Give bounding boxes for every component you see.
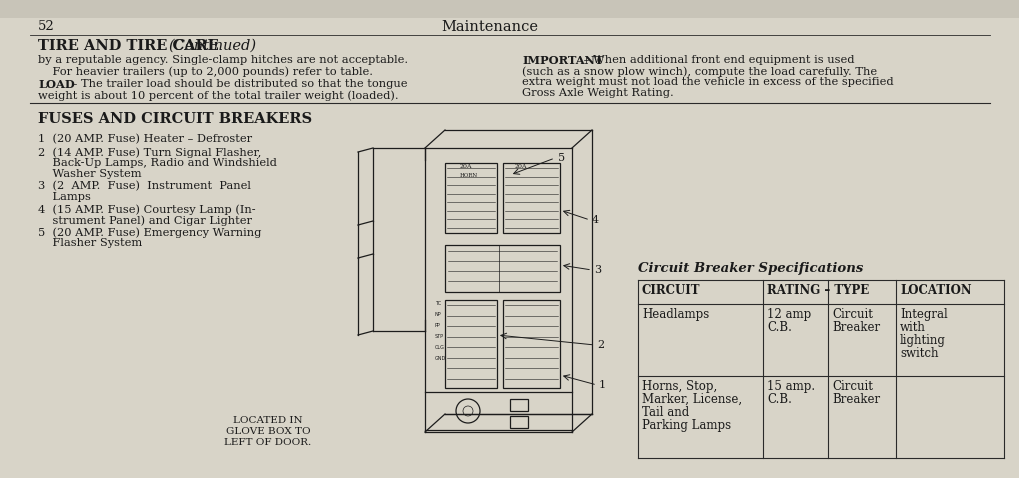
Text: 20A: 20A — [515, 164, 527, 169]
Text: HORN: HORN — [460, 173, 478, 178]
Text: For heavier trailers (up to 2,000 pounds) refer to table.: For heavier trailers (up to 2,000 pounds… — [38, 66, 373, 76]
Bar — [444, 245, 559, 292]
Text: Horns, Stop,: Horns, Stop, — [641, 380, 716, 393]
Text: Washer System: Washer System — [38, 169, 142, 179]
Text: strument Panel) and Cigar Lighter: strument Panel) and Cigar Lighter — [38, 215, 252, 226]
Text: FUSES AND CIRCUIT BREAKERS: FUSES AND CIRCUIT BREAKERS — [38, 112, 312, 126]
Text: C.B.: C.B. — [766, 321, 791, 334]
Text: STP: STP — [434, 334, 443, 339]
Text: Lamps: Lamps — [38, 192, 91, 202]
Text: 52: 52 — [38, 20, 55, 33]
Text: C.B.: C.B. — [766, 393, 791, 406]
Text: 12 amp: 12 amp — [766, 308, 810, 321]
Text: – The trailer load should be distributed so that the tongue: – The trailer load should be distributed… — [68, 79, 408, 89]
Text: Breaker: Breaker — [832, 321, 879, 334]
Text: RATING – TYPE: RATING – TYPE — [766, 284, 868, 297]
Text: CIRCUIT: CIRCUIT — [641, 284, 700, 297]
Text: LOCATED IN: LOCATED IN — [233, 416, 303, 425]
Text: GND: GND — [434, 356, 446, 361]
Text: Circuit: Circuit — [832, 380, 872, 393]
Text: PP: PP — [434, 323, 440, 328]
Text: 20A: 20A — [460, 164, 472, 169]
Text: Parking Lamps: Parking Lamps — [641, 419, 731, 432]
Text: LOCATION: LOCATION — [899, 284, 971, 297]
Text: – When additional front end equipment is used: – When additional front end equipment is… — [580, 55, 854, 65]
Text: by a reputable agency. Single-clamp hitches are not acceptable.: by a reputable agency. Single-clamp hitc… — [38, 55, 408, 65]
Bar — [444, 163, 496, 233]
Text: 5  (20 AMP. Fuse) Emergency Warning: 5 (20 AMP. Fuse) Emergency Warning — [38, 227, 261, 238]
Text: Marker, License,: Marker, License, — [641, 393, 742, 406]
Text: Breaker: Breaker — [832, 393, 879, 406]
Text: NP: NP — [434, 312, 441, 317]
Text: (Continued): (Continued) — [168, 39, 256, 53]
Text: Headlamps: Headlamps — [641, 308, 708, 321]
Text: 1: 1 — [598, 380, 605, 390]
Text: Maintenance: Maintenance — [441, 20, 538, 34]
Text: GLOVE BOX TO: GLOVE BOX TO — [225, 427, 310, 436]
Text: Back-Up Lamps, Radio and Windshield: Back-Up Lamps, Radio and Windshield — [38, 158, 276, 168]
Bar — [0, 0, 1019, 18]
Text: Integral: Integral — [899, 308, 947, 321]
Text: 3: 3 — [593, 265, 600, 275]
Text: 5: 5 — [557, 153, 565, 163]
Text: Gross Axle Weight Rating.: Gross Axle Weight Rating. — [522, 88, 674, 98]
Bar — [510, 416, 528, 428]
Text: CLG: CLG — [434, 345, 444, 350]
Text: 1  (20 AMP. Fuse) Heater – Defroster: 1 (20 AMP. Fuse) Heater – Defroster — [38, 134, 252, 144]
Text: LEFT OF DOOR.: LEFT OF DOOR. — [224, 438, 312, 447]
Text: (such as a snow plow winch), compute the load carefully. The: (such as a snow plow winch), compute the… — [522, 66, 876, 76]
Text: Circuit Breaker Specifications: Circuit Breaker Specifications — [637, 262, 862, 275]
Text: extra weight must not load the vehicle in excess of the specified: extra weight must not load the vehicle i… — [522, 77, 893, 87]
Bar — [502, 163, 559, 233]
Text: TC: TC — [434, 301, 440, 306]
Text: lighting: lighting — [899, 334, 945, 347]
Text: Flasher System: Flasher System — [38, 238, 142, 248]
Text: 3  (2  AMP.  Fuse)  Instrument  Panel: 3 (2 AMP. Fuse) Instrument Panel — [38, 181, 251, 191]
Bar — [444, 300, 496, 388]
Text: 2  (14 AMP. Fuse) Turn Signal Flasher,: 2 (14 AMP. Fuse) Turn Signal Flasher, — [38, 147, 261, 158]
Text: TIRE AND TIRE CARE: TIRE AND TIRE CARE — [38, 39, 223, 53]
Text: 4  (15 AMP. Fuse) Courtesy Lamp (In-: 4 (15 AMP. Fuse) Courtesy Lamp (In- — [38, 204, 256, 215]
Text: with: with — [899, 321, 925, 334]
Text: weight is about 10 percent of the total trailer weight (loaded).: weight is about 10 percent of the total … — [38, 90, 398, 100]
Text: 2: 2 — [596, 340, 603, 350]
Text: Circuit: Circuit — [832, 308, 872, 321]
Text: IMPORTANT: IMPORTANT — [522, 55, 603, 66]
Text: Tail and: Tail and — [641, 406, 689, 419]
Text: LOAD: LOAD — [38, 79, 74, 90]
Text: 15 amp.: 15 amp. — [766, 380, 814, 393]
Text: 4: 4 — [591, 215, 598, 225]
Bar — [502, 300, 559, 388]
Text: switch: switch — [899, 347, 937, 360]
Bar — [510, 399, 528, 411]
